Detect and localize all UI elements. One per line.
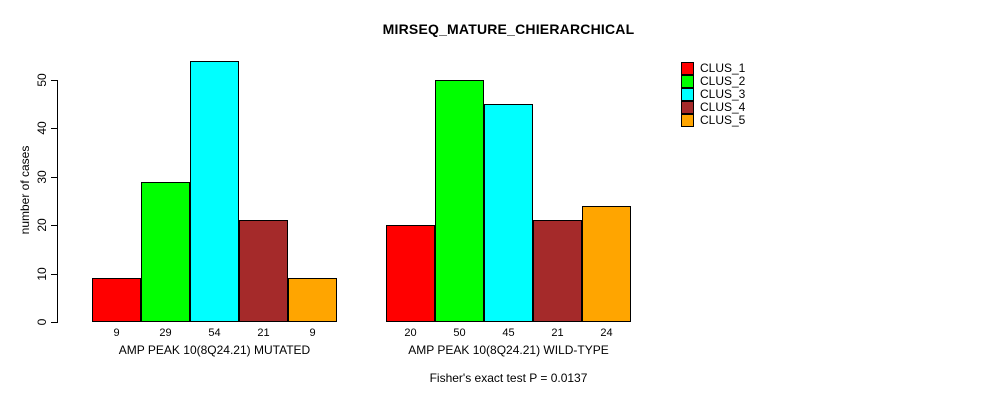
bar-value-label: 9 bbox=[309, 327, 316, 339]
legend-item: CLUS_2 bbox=[681, 75, 745, 88]
legend-item: CLUS_3 bbox=[681, 88, 745, 101]
y-tick-mark bbox=[51, 176, 57, 178]
y-tick-label: 10 bbox=[35, 266, 49, 281]
bar-value-label: 54 bbox=[208, 327, 221, 339]
bar-value-label: 45 bbox=[502, 327, 515, 339]
bar-value-label: 21 bbox=[257, 327, 270, 339]
bar-clus_3-group1 bbox=[190, 61, 239, 322]
y-tick-label: 50 bbox=[35, 73, 49, 87]
legend-label: CLUS_1 bbox=[700, 61, 746, 75]
legend-swatch bbox=[681, 88, 694, 101]
legend: CLUS_1 CLUS_2 CLUS_3 CLUS_4 CLUS_5 bbox=[681, 62, 745, 127]
y-tick-label: 20 bbox=[35, 218, 49, 232]
bar-clus_2-group2 bbox=[435, 80, 484, 322]
legend-swatch bbox=[681, 114, 694, 127]
y-tick-label: 0 bbox=[35, 318, 49, 326]
y-tick-mark bbox=[51, 80, 57, 81]
legend-item: CLUS_4 bbox=[681, 101, 745, 114]
bar-clus_1-group2 bbox=[386, 225, 435, 322]
bar-clus_5-group1 bbox=[288, 278, 337, 322]
bar-value-label: 20 bbox=[404, 327, 417, 339]
group-label: AMP PEAK 10(8Q24.21) MUTATED bbox=[118, 343, 311, 357]
bar-value-label: 29 bbox=[159, 327, 172, 339]
legend-swatch bbox=[681, 75, 694, 88]
y-tick-mark bbox=[51, 322, 57, 323]
bar-value-label: 24 bbox=[600, 327, 613, 339]
legend-swatch bbox=[681, 62, 694, 75]
y-tick-label: 30 bbox=[35, 170, 49, 184]
legend-label: CLUS_4 bbox=[700, 100, 746, 114]
bar-clus_3-group2 bbox=[484, 104, 533, 322]
bar-clus_4-group2 bbox=[533, 220, 582, 322]
y-tick-mark bbox=[51, 128, 57, 130]
legend-label: CLUS_5 bbox=[700, 113, 746, 127]
annotation-text: Fisher's exact test P = 0.0137 bbox=[429, 371, 588, 385]
group-label: AMP PEAK 10(8Q24.21) WILD-TYPE bbox=[408, 343, 609, 357]
legend-item: CLUS_1 bbox=[681, 62, 745, 75]
chart-title: MIRSEQ_MATURE_CHIERARCHICAL bbox=[382, 21, 635, 37]
y-tick-mark bbox=[51, 225, 57, 227]
bar-clus_2-group1 bbox=[141, 182, 190, 322]
bar-value-label: 21 bbox=[551, 327, 564, 339]
bar-value-label: 9 bbox=[113, 327, 120, 339]
legend-label: CLUS_3 bbox=[700, 87, 746, 101]
bar-clus_4-group1 bbox=[239, 220, 288, 322]
y-tick-mark bbox=[51, 273, 57, 275]
bar-clus_1-group1 bbox=[92, 278, 141, 322]
bar-clus_5-group2 bbox=[582, 206, 631, 322]
y-tick-label: 40 bbox=[35, 121, 49, 136]
legend-swatch bbox=[681, 101, 694, 114]
bar-value-label: 50 bbox=[453, 327, 466, 339]
legend-item: CLUS_5 bbox=[681, 114, 745, 127]
y-axis-line bbox=[57, 80, 58, 323]
legend-label: CLUS_2 bbox=[700, 74, 746, 88]
